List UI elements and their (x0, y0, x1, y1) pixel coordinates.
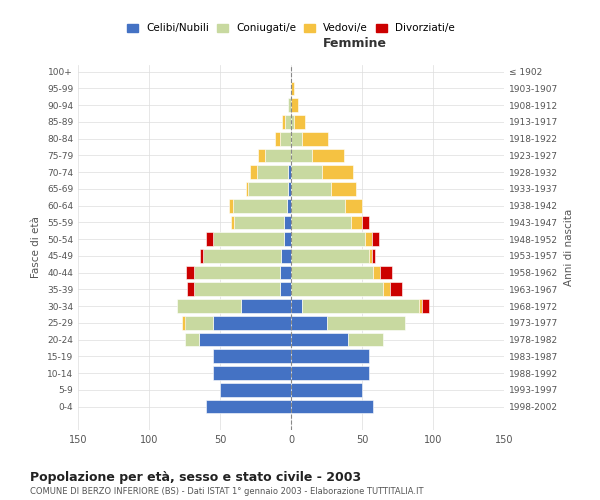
Bar (229, 199, 233, 212)
Bar (250, 166, 257, 179)
Text: Popolazione per età, sesso e stato civile - 2003: Popolazione per età, sesso e stato civil… (30, 471, 361, 484)
Y-axis label: Fasce di età: Fasce di età (31, 216, 41, 278)
Bar (281, 249, 291, 262)
Bar (291, 115, 294, 129)
Bar (291, 332, 348, 346)
Bar (213, 316, 291, 330)
Bar (287, 199, 291, 212)
Bar (291, 216, 350, 230)
Bar (241, 299, 291, 313)
Bar (291, 400, 373, 413)
Bar (206, 232, 213, 246)
Bar (194, 266, 280, 280)
Bar (220, 383, 291, 396)
Text: Femmine: Femmine (323, 38, 387, 51)
Bar (291, 350, 369, 363)
Bar (280, 266, 291, 280)
Bar (372, 249, 375, 262)
Bar (365, 232, 372, 246)
Bar (248, 182, 288, 196)
Bar (199, 332, 291, 346)
Bar (322, 166, 353, 179)
Bar (178, 299, 241, 313)
Bar (245, 182, 248, 196)
Bar (291, 98, 298, 112)
Bar (326, 316, 404, 330)
Bar (348, 332, 383, 346)
Bar (182, 316, 185, 330)
Bar (280, 132, 291, 145)
Text: COMUNE DI BERZO INFERIORE (BS) - Dati ISTAT 1° gennaio 2003 - Elaborazione TUTTI: COMUNE DI BERZO INFERIORE (BS) - Dati IS… (30, 488, 424, 496)
Bar (422, 299, 429, 313)
Bar (294, 115, 305, 129)
Bar (291, 132, 302, 145)
Bar (213, 350, 291, 363)
Bar (283, 115, 286, 129)
Bar (288, 166, 291, 179)
Bar (291, 249, 369, 262)
Bar (302, 132, 328, 145)
Bar (186, 266, 194, 280)
Bar (200, 249, 203, 262)
Bar (291, 166, 322, 179)
Bar (185, 332, 199, 346)
Bar (291, 299, 302, 313)
Bar (187, 282, 194, 296)
Bar (419, 299, 422, 313)
Bar (391, 282, 402, 296)
Bar (302, 299, 419, 313)
Bar (280, 282, 291, 296)
Bar (291, 82, 294, 96)
Bar (291, 232, 365, 246)
Bar (345, 199, 362, 212)
Bar (291, 316, 326, 330)
Bar (234, 216, 284, 230)
Bar (194, 282, 280, 296)
Bar (288, 182, 291, 196)
Bar (313, 148, 344, 162)
Bar (233, 199, 287, 212)
Bar (284, 232, 291, 246)
Bar (286, 115, 291, 129)
Bar (291, 266, 373, 280)
Bar (288, 98, 291, 112)
Bar (291, 199, 345, 212)
Legend: Celibi/Nubili, Coniugati/e, Vedovi/e, Divorziati/e: Celibi/Nubili, Coniugati/e, Vedovi/e, Di… (123, 19, 459, 38)
Bar (275, 132, 280, 145)
Bar (257, 166, 288, 179)
Bar (213, 232, 284, 246)
Bar (259, 148, 265, 162)
Bar (213, 366, 291, 380)
Bar (372, 232, 379, 246)
Bar (291, 182, 331, 196)
Bar (284, 216, 291, 230)
Bar (291, 282, 383, 296)
Bar (203, 249, 281, 262)
Bar (291, 383, 362, 396)
Bar (369, 249, 372, 262)
Bar (232, 216, 234, 230)
Bar (206, 400, 291, 413)
Y-axis label: Anni di nascita: Anni di nascita (563, 209, 574, 286)
Bar (380, 266, 392, 280)
Bar (383, 282, 391, 296)
Bar (265, 148, 291, 162)
Bar (185, 316, 213, 330)
Bar (291, 366, 369, 380)
Bar (373, 266, 380, 280)
Bar (291, 148, 313, 162)
Bar (331, 182, 356, 196)
Bar (350, 216, 362, 230)
Bar (362, 216, 369, 230)
